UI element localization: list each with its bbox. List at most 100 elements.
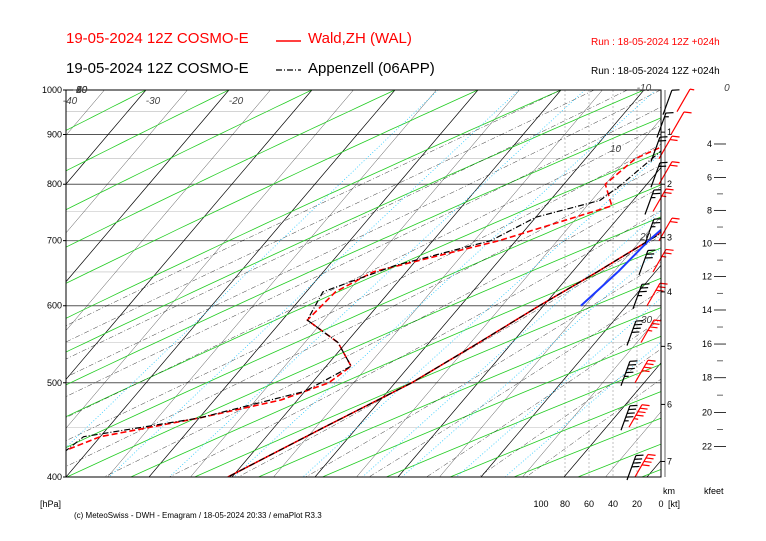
plot-area bbox=[66, 90, 661, 477]
moist-adiabat bbox=[66, 90, 562, 326]
wind-barb-feather bbox=[641, 404, 650, 407]
isotherm bbox=[66, 90, 354, 429]
appenzell-wind-barb bbox=[638, 249, 656, 276]
isotherm bbox=[107, 90, 437, 477]
wind-barb-feather bbox=[643, 460, 652, 463]
isotherm bbox=[397, 167, 661, 477]
sounding-profiles bbox=[66, 146, 661, 477]
wind-barb-staff bbox=[670, 111, 685, 135]
wind-barb-feather bbox=[671, 161, 680, 164]
axes-labels: 4005006007008009001000[hPa]-100102030-60… bbox=[40, 83, 730, 509]
appenzell-wind-barb bbox=[662, 89, 680, 115]
dry-adiabat bbox=[386, 363, 661, 477]
dry-adiabat bbox=[66, 90, 562, 319]
mixing-ratio-line bbox=[456, 297, 661, 477]
kfeet-axis-label: kfeet bbox=[704, 486, 724, 496]
run-label-appenzell: Run : 18-05-2024 12Z +024h bbox=[591, 66, 720, 77]
isotherm-label-top: -20 bbox=[229, 96, 244, 107]
wald-wind-barb bbox=[652, 248, 674, 273]
wind-tick-label: 0 bbox=[658, 499, 663, 509]
kfeet-tick-label: 8 bbox=[707, 205, 712, 215]
wind-barb-feather bbox=[655, 289, 664, 292]
dry-adiabat bbox=[66, 90, 645, 353]
isotherm bbox=[605, 411, 661, 477]
y-tick-label: 600 bbox=[47, 301, 62, 311]
isotherm bbox=[689, 90, 766, 477]
wind-barb-staff bbox=[634, 454, 649, 478]
km-axis-label: km bbox=[663, 486, 675, 496]
isotherm bbox=[563, 362, 661, 477]
wind-barb-feather bbox=[647, 359, 656, 362]
km-tick-label: 5 bbox=[667, 341, 672, 351]
km-tick-label: 2 bbox=[667, 179, 672, 189]
wind-barb-feather bbox=[641, 464, 650, 467]
wind-barb-staff bbox=[662, 90, 673, 115]
isotherm-label-left: -20 bbox=[73, 85, 88, 96]
km-tick-label: 1 bbox=[667, 127, 672, 137]
wind-barb-staff bbox=[650, 137, 661, 162]
isotherm bbox=[190, 90, 520, 477]
isotherm-label-top: -40 bbox=[63, 96, 78, 107]
isotherm bbox=[314, 90, 645, 477]
wind-barb-staff bbox=[644, 219, 655, 244]
dry-adiabat bbox=[258, 307, 661, 477]
moist-adiabat bbox=[66, 164, 661, 467]
y-tick-label: 800 bbox=[47, 179, 62, 189]
mixing-ratio-line bbox=[108, 90, 519, 477]
wind-barb-feather bbox=[671, 135, 680, 138]
dry-adiabat bbox=[0, 90, 63, 477]
isotherm-label-left: -50 bbox=[73, 85, 88, 96]
moist-adiabat bbox=[169, 210, 661, 477]
wind-barb-staff bbox=[652, 188, 667, 212]
legend-label-appenzell: Appenzell (06APP) bbox=[308, 60, 435, 77]
plot-frame bbox=[65, 89, 662, 478]
wald-wind-barb bbox=[676, 88, 695, 112]
wind-barb-feather bbox=[665, 188, 674, 191]
kfeet-tick-label: 6 bbox=[707, 172, 712, 182]
km-tick-label: 6 bbox=[667, 399, 672, 409]
appenzell-wind-barb bbox=[626, 320, 644, 346]
dry-adiabat bbox=[66, 216, 661, 477]
plot-background bbox=[66, 90, 661, 477]
wind-barb-staff bbox=[640, 319, 655, 343]
wald-wind-barb bbox=[628, 404, 650, 428]
wind-barb-feather bbox=[669, 164, 678, 167]
isotherm bbox=[66, 90, 271, 331]
wind-barb-staff bbox=[638, 250, 649, 276]
wald-wind-barb bbox=[634, 453, 656, 478]
wind-tick-label: 40 bbox=[608, 499, 618, 509]
dry-adiabat bbox=[130, 247, 661, 477]
y-tick-label: 400 bbox=[47, 472, 62, 482]
wind-barb-staff bbox=[620, 361, 631, 386]
wind-barb-staff bbox=[644, 189, 655, 215]
wind-barb-feather bbox=[649, 326, 658, 329]
kfeet-tick-label: 20 bbox=[702, 407, 712, 417]
moist-adiabat bbox=[66, 90, 628, 360]
dry-adiabat bbox=[66, 90, 479, 284]
kfeet-tick-label: 14 bbox=[702, 305, 712, 315]
appenzell-wind-barb bbox=[644, 189, 662, 215]
y-tick-label: 500 bbox=[47, 378, 62, 388]
km-tick-label: 7 bbox=[667, 456, 672, 466]
isotherm-label-left: -60 bbox=[73, 85, 88, 96]
isotherm bbox=[66, 90, 188, 234]
wind-barb-feather bbox=[643, 366, 652, 369]
wind-barb-staff bbox=[652, 249, 667, 273]
wind-barb-feather bbox=[653, 319, 662, 322]
wind-barb-staff bbox=[676, 88, 691, 112]
wind-profile-label: 20 bbox=[639, 232, 652, 243]
wind-barb-feather bbox=[637, 411, 646, 414]
moist-adiabat bbox=[66, 90, 661, 378]
wind-barb-feather bbox=[665, 248, 674, 251]
appenzell-wind-barb bbox=[620, 360, 638, 386]
dry-adiabat bbox=[66, 117, 661, 386]
appenzell-wind-barb bbox=[620, 404, 638, 431]
x-tick-label: -10 bbox=[637, 83, 652, 94]
wind-barb-feather bbox=[669, 138, 678, 142]
dry-adiabat bbox=[66, 90, 230, 172]
appenzell-temperature-line bbox=[227, 232, 661, 477]
moist-adiabat bbox=[66, 106, 661, 397]
y-axis-label: [hPa] bbox=[40, 499, 61, 509]
wind-tick-label: 60 bbox=[584, 499, 594, 509]
kfeet-tick-label: 18 bbox=[702, 373, 712, 383]
